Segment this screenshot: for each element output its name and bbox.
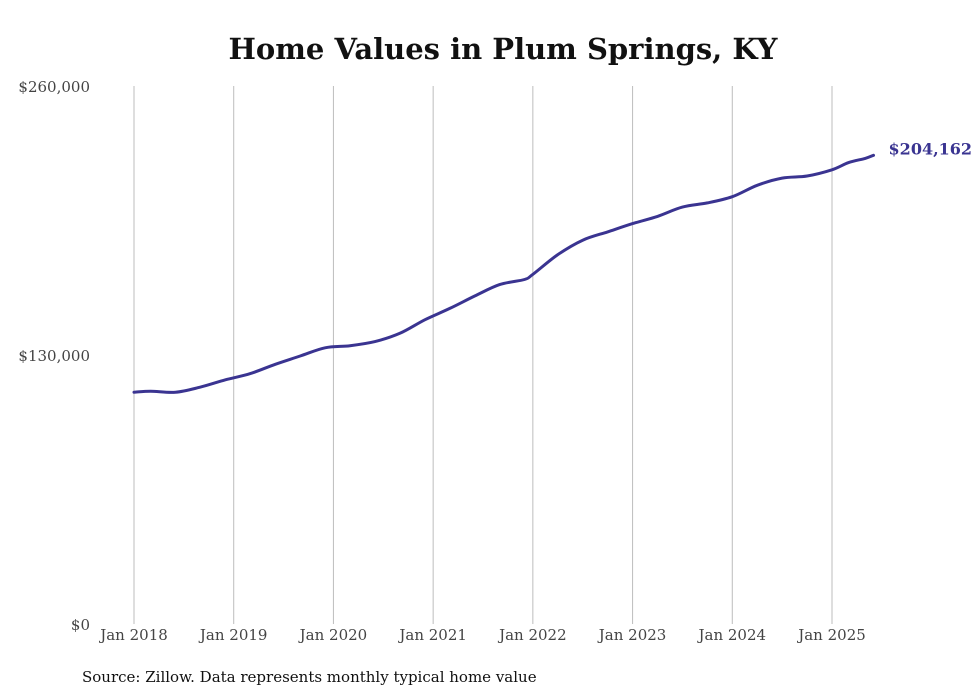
x-tick-label: Jan 2022 [497, 626, 567, 644]
y-tick-label: $130,000 [18, 347, 90, 365]
x-tick-label: Jan 2024 [697, 626, 767, 644]
x-axis-ticks: Jan 2018 Jan 2019 Jan 2020 Jan 2021 Jan 2022… [98, 626, 866, 644]
chart-title: Home Values in Plum Springs, KY [229, 32, 778, 66]
x-tick-label: Jan 2020 [298, 626, 368, 644]
y-axis-ticks: $0 $130,000 $260,000 [18, 78, 90, 634]
end-value-label: $204,162 [889, 139, 973, 158]
x-tick-label: Jan 2023 [597, 626, 667, 644]
x-tick-label: Jan 2018 [98, 626, 168, 644]
y-tick-label: $0 [71, 616, 90, 634]
gridlines [133, 86, 833, 624]
x-tick-label: Jan 2025 [796, 626, 866, 644]
series-line [132, 153, 875, 394]
x-tick-label: Jan 2019 [198, 626, 268, 644]
series-layer: $204,162 [132, 139, 973, 394]
x-tick-label: Jan 2021 [397, 626, 467, 644]
y-tick-label: $260,000 [18, 78, 90, 96]
source-note: Source: Zillow. Data represents monthly … [82, 668, 537, 686]
